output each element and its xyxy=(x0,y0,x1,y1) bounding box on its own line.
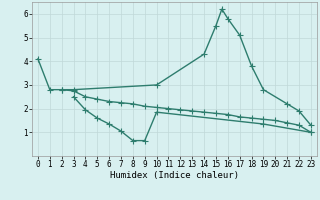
X-axis label: Humidex (Indice chaleur): Humidex (Indice chaleur) xyxy=(110,171,239,180)
